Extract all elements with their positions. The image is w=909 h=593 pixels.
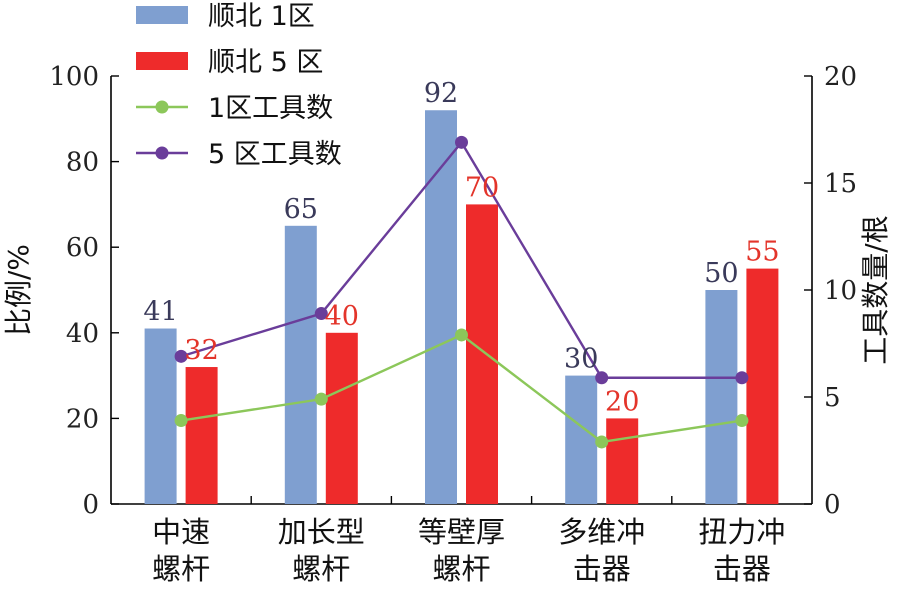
- legend-swatch: [136, 6, 188, 24]
- data-label: 65: [284, 194, 318, 225]
- axes: 02040608010005101520中速螺杆加长型螺杆等壁厚螺杆多维冲击器扭…: [2, 62, 892, 586]
- legend-marker: [155, 100, 169, 114]
- line-point: [174, 414, 188, 428]
- data-label: 40: [325, 301, 359, 332]
- left-tick-label: 100: [49, 62, 99, 92]
- bar: [144, 328, 177, 504]
- bar: [746, 268, 779, 504]
- x-tick-label: 等壁厚: [418, 515, 505, 549]
- data-label: 41: [143, 297, 177, 328]
- left-tick-label: 20: [66, 404, 99, 434]
- data-label: 32: [184, 335, 218, 366]
- bar: [425, 110, 457, 505]
- right-tick-label: 15: [824, 169, 857, 199]
- right-tick-label: 0: [824, 490, 841, 520]
- bar: [466, 204, 498, 504]
- x-tick-label: 螺杆: [152, 552, 210, 586]
- series-line: [180, 140, 742, 379]
- legend-label: 1区工具数: [208, 93, 333, 124]
- legend-swatch: [136, 52, 188, 70]
- line-point: [735, 414, 749, 428]
- left-tick-label: 40: [66, 319, 99, 349]
- line-point: [595, 371, 609, 385]
- bar: [565, 375, 598, 504]
- legend-marker: [155, 146, 169, 160]
- line-point: [314, 307, 328, 321]
- line-point: [174, 349, 188, 363]
- line-point: [595, 435, 609, 449]
- right-tick-label: 5: [824, 383, 841, 413]
- line-point: [314, 392, 328, 406]
- data-label: 55: [745, 237, 779, 268]
- x-tick-label: 中速: [152, 515, 210, 549]
- right-tick-label: 10: [824, 276, 857, 306]
- line-point: [735, 371, 749, 385]
- lines: [174, 135, 749, 449]
- bar: [705, 290, 738, 504]
- x-tick-label: 击器: [713, 552, 771, 586]
- x-tick-label: 击器: [573, 552, 631, 586]
- legend-label: 顺北 1区: [208, 1, 315, 32]
- x-tick-label: 螺杆: [432, 552, 490, 586]
- right-tick-label: 20: [824, 62, 857, 92]
- legend-label: 5 区工具数: [208, 139, 342, 170]
- right-axis-title: 工具数量/根: [859, 215, 892, 364]
- line-point: [455, 135, 468, 149]
- line-point: [455, 328, 468, 342]
- left-tick-label: 80: [66, 148, 99, 178]
- data-label: 30: [564, 344, 598, 375]
- bar: [325, 332, 358, 504]
- legend-label: 顺北 5 区: [208, 47, 323, 78]
- left-tick-label: 0: [82, 490, 99, 520]
- bars: [144, 110, 779, 505]
- x-tick-label: 加长型: [278, 515, 365, 549]
- x-tick-label: 螺杆: [292, 552, 350, 586]
- data-label: 20: [605, 386, 639, 417]
- bar: [606, 418, 639, 504]
- bar: [284, 225, 317, 505]
- left-axis-title: 比例/%: [2, 244, 35, 336]
- data-label: 92: [424, 78, 458, 109]
- data-labels: 41 65 92 30 50 32 40 70 20 55: [143, 78, 779, 417]
- data-label: 70: [465, 172, 499, 203]
- series-line: [180, 333, 743, 444]
- left-tick-label: 60: [66, 233, 99, 263]
- x-tick-label: 多维冲: [558, 515, 645, 549]
- bar: [185, 367, 218, 504]
- x-tick-label: 扭力冲: [698, 515, 785, 549]
- data-label: 50: [704, 258, 738, 289]
